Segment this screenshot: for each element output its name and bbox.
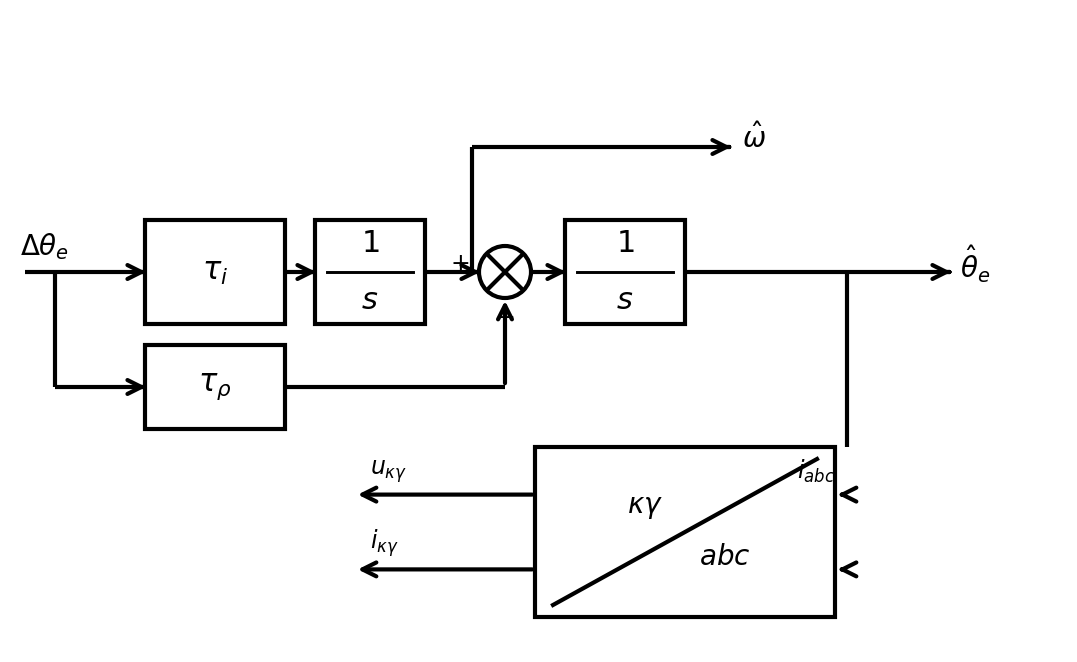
- Text: $u_{\kappa\gamma}$: $u_{\kappa\gamma}$: [370, 458, 407, 485]
- Bar: [314, 220, 425, 324]
- Text: $1$: $1$: [616, 229, 634, 258]
- Text: $+$: $+$: [495, 306, 515, 330]
- Bar: [145, 345, 285, 429]
- Text: $\hat{\omega}$: $\hat{\omega}$: [742, 124, 766, 154]
- Text: $abc$: $abc$: [699, 543, 751, 571]
- Bar: [145, 220, 285, 324]
- Text: $i_{\kappa\gamma}$: $i_{\kappa\gamma}$: [370, 528, 398, 559]
- Text: $1$: $1$: [361, 229, 379, 258]
- Text: $i_{abc}$: $i_{abc}$: [797, 457, 835, 485]
- Text: $\tau_\rho$: $\tau_\rho$: [198, 372, 232, 402]
- Text: $\hat{\theta}_e$: $\hat{\theta}_e$: [960, 243, 991, 285]
- Bar: [565, 220, 685, 324]
- Text: $+$: $+$: [450, 252, 468, 276]
- Bar: [535, 447, 835, 617]
- Text: $s$: $s$: [616, 286, 633, 315]
- Text: $\tau_i$: $\tau_i$: [201, 258, 228, 287]
- Text: $\kappa\gamma$: $\kappa\gamma$: [627, 493, 663, 521]
- Text: $s$: $s$: [362, 286, 379, 315]
- Text: $\Delta\theta_e$: $\Delta\theta_e$: [20, 231, 69, 262]
